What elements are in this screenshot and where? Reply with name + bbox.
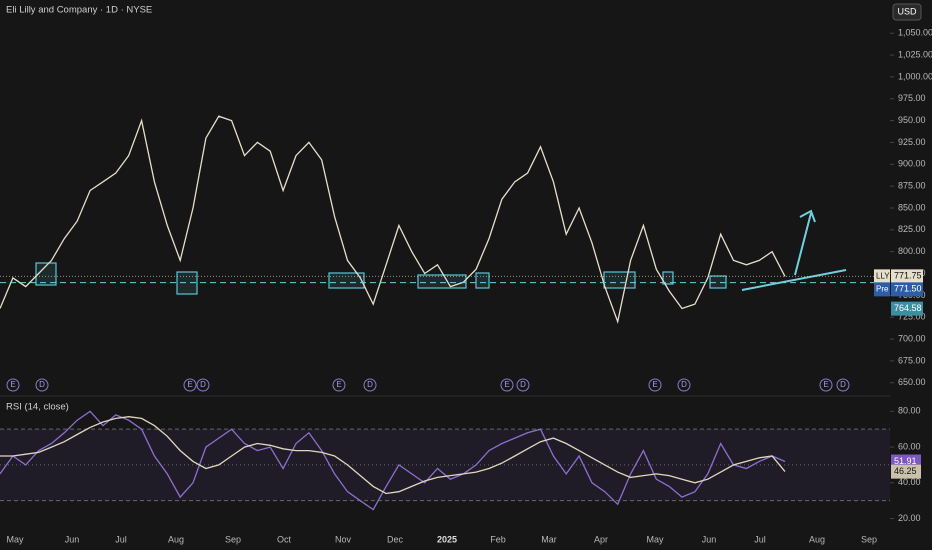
x-tick-label: Dec bbox=[387, 534, 404, 544]
currency-box[interactable] bbox=[892, 3, 922, 21]
y-tick-label: 20.00 bbox=[898, 513, 921, 523]
x-tick-label: Apr bbox=[594, 534, 608, 544]
rsi-title: RSI (14, close) bbox=[6, 402, 69, 413]
y-tick-label: 60.00 bbox=[898, 441, 921, 451]
x-tick-label: Aug bbox=[809, 534, 825, 544]
x-tick-label: Sep bbox=[225, 534, 241, 544]
event-label: D bbox=[367, 380, 373, 389]
last-price: 771.75 bbox=[894, 271, 922, 281]
event-label: D bbox=[840, 380, 846, 389]
y-tick-label: 700.00 bbox=[898, 333, 926, 343]
event-icon bbox=[648, 378, 662, 392]
y-tick-label: 40.00 bbox=[898, 477, 921, 487]
highlight-boxes bbox=[35, 262, 727, 295]
x-tick-label: Jul bbox=[754, 534, 766, 544]
event-icon bbox=[500, 378, 514, 392]
y-tick-label: 1,050.00 bbox=[898, 28, 932, 38]
value-badge-label: 46.25 bbox=[894, 466, 917, 476]
y-tick-label: 925.00 bbox=[898, 137, 926, 147]
y-tick-label: 1,025.00 bbox=[898, 49, 932, 59]
y-tick-label: 850.00 bbox=[898, 202, 926, 212]
event-icon bbox=[677, 378, 691, 392]
series-line bbox=[0, 115, 786, 324]
x-tick-label: Jul bbox=[115, 534, 127, 544]
event-label: E bbox=[823, 380, 828, 389]
event-icon bbox=[6, 378, 20, 392]
event-label: E bbox=[187, 380, 192, 389]
event-icon bbox=[35, 378, 49, 392]
pre-tag: Pre bbox=[876, 284, 889, 293]
trend-drawings bbox=[741, 209, 847, 291]
event-label: E bbox=[10, 380, 15, 389]
event-label: D bbox=[39, 380, 45, 389]
chart-title: Eli Lilly and Company · 1D · NYSE bbox=[6, 5, 152, 16]
event-label: D bbox=[681, 380, 687, 389]
price-badge bbox=[891, 269, 923, 284]
symbol: LLY bbox=[876, 271, 890, 280]
event-icon bbox=[196, 378, 210, 392]
symbol-badge bbox=[874, 269, 890, 284]
value-badge-label: 51.91 bbox=[894, 456, 917, 466]
x-tick-label: Aug bbox=[168, 534, 184, 544]
x-tick-label: May bbox=[646, 534, 664, 544]
event-icon bbox=[836, 378, 850, 392]
event-icon bbox=[363, 378, 377, 392]
y-tick-label: 650.00 bbox=[898, 377, 926, 387]
y-tick-label: 675.00 bbox=[898, 355, 926, 365]
x-tick-label: Sep bbox=[861, 534, 877, 544]
event-label: D bbox=[200, 380, 206, 389]
event-icon bbox=[819, 378, 833, 392]
x-tick-label: Feb bbox=[490, 534, 506, 544]
pre-price-badge bbox=[891, 282, 923, 297]
y-tick-label: 875.00 bbox=[898, 181, 926, 191]
value-badge bbox=[891, 464, 921, 479]
ref-price: 764.58 bbox=[894, 303, 922, 313]
x-tick-label: Oct bbox=[277, 534, 292, 544]
x-tick-label: Mar bbox=[541, 534, 557, 544]
pre-price: 771.50 bbox=[894, 284, 922, 294]
currency: USD bbox=[897, 6, 917, 16]
y-tick-label: 900.00 bbox=[898, 159, 926, 169]
event-label: E bbox=[504, 380, 509, 389]
event-icon bbox=[516, 378, 530, 392]
event-icon bbox=[183, 378, 197, 392]
y-tick-label: 950.00 bbox=[898, 115, 926, 125]
x-tick-label: Nov bbox=[335, 534, 352, 544]
y-tick-label: 1,000.00 bbox=[898, 71, 932, 81]
event-label: E bbox=[336, 380, 341, 389]
event-label: D bbox=[520, 380, 526, 389]
y-tick-label: 800.00 bbox=[898, 246, 926, 256]
pre-badge bbox=[874, 282, 890, 297]
x-tick-label: Jun bbox=[702, 534, 717, 544]
x-tick-label: May bbox=[6, 534, 24, 544]
x-tick-label: Jun bbox=[65, 534, 80, 544]
ref-badge bbox=[891, 301, 923, 316]
x-tick-label: 2025 bbox=[437, 534, 457, 544]
series-line bbox=[0, 416, 786, 495]
event-icon bbox=[332, 378, 346, 392]
y-tick-label: 725.00 bbox=[898, 312, 926, 322]
y-tick-label: 825.00 bbox=[898, 224, 926, 234]
event-label: E bbox=[652, 380, 657, 389]
y-tick-label: 975.00 bbox=[898, 93, 926, 103]
y-tick-label: 80.00 bbox=[898, 406, 921, 416]
